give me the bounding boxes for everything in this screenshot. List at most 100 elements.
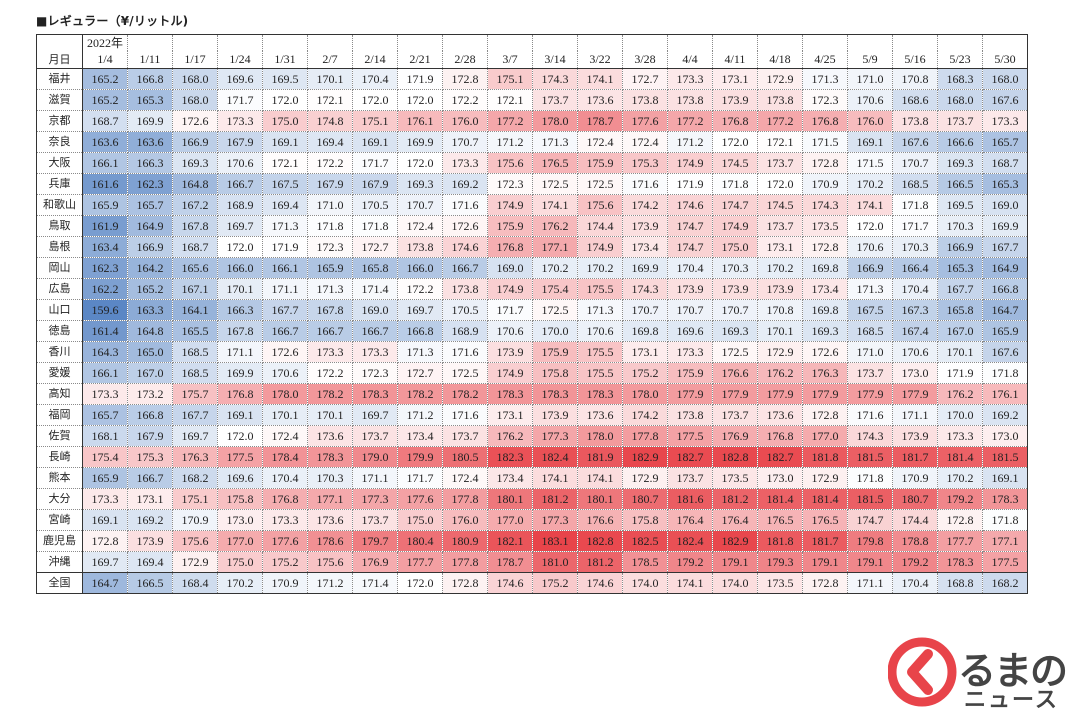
price-cell: 178.0	[622, 383, 668, 405]
price-cell: 170.1	[937, 341, 983, 363]
price-cell: 172.4	[577, 131, 623, 153]
price-cell: 173.6	[307, 509, 353, 531]
price-cell: 167.1	[172, 278, 218, 300]
prefecture-label: 和歌山	[36, 194, 83, 216]
price-cell: 168.7	[172, 236, 218, 258]
price-cell: 164.2	[127, 257, 173, 279]
table-row: 佐賀 168.1 167.9 169.7 172.0 172.4 173.6 173.7 173…	[36, 425, 1028, 447]
price-cell: 180.4	[397, 530, 443, 552]
price-cell: 170.4	[892, 572, 938, 594]
price-cell: 172.8	[802, 572, 848, 594]
price-cell: 170.0	[937, 404, 983, 426]
price-cell: 168.6	[892, 89, 938, 111]
price-cell: 172.0	[847, 215, 893, 237]
price-cell: 182.4	[532, 446, 578, 468]
price-cell: 174.1	[847, 194, 893, 216]
price-cell: 173.7	[757, 215, 803, 237]
price-cell: 166.0	[217, 257, 263, 279]
price-cell: 181.4	[937, 446, 983, 468]
price-cell: 181.8	[757, 530, 803, 552]
price-cell: 176.5	[802, 509, 848, 531]
price-cell: 175.4	[82, 446, 128, 468]
price-cell: 178.2	[307, 383, 353, 405]
price-cell: 171.1	[262, 278, 308, 300]
price-cell: 166.4	[892, 257, 938, 279]
price-cell: 181.7	[892, 446, 938, 468]
price-cell: 178.8	[892, 530, 938, 552]
price-cell: 164.8	[172, 173, 218, 195]
price-cell: 180.7	[892, 488, 938, 510]
price-cell: 170.6	[577, 320, 623, 342]
price-cell: 173.9	[757, 278, 803, 300]
prefecture-label: 長崎	[36, 446, 83, 468]
price-cell: 171.4	[352, 572, 398, 594]
price-cell: 169.7	[82, 551, 128, 573]
prefecture-label: 大分	[36, 488, 83, 510]
price-cell: 171.7	[217, 89, 263, 111]
price-cell: 173.3	[442, 152, 488, 174]
price-cell: 177.9	[802, 383, 848, 405]
price-cell: 172.8	[82, 530, 128, 552]
price-cell: 173.5	[712, 467, 758, 489]
price-cell: 167.0	[127, 362, 173, 384]
price-cell: 174.9	[487, 362, 533, 384]
price-cell: 174.1	[532, 194, 578, 216]
price-cell: 167.3	[892, 299, 938, 321]
price-cell: 171.0	[847, 341, 893, 363]
header-row-year: 2022年	[36, 34, 1028, 51]
price-cell: 175.9	[577, 152, 623, 174]
price-cell: 167.9	[307, 173, 353, 195]
price-cell: 165.6	[172, 257, 218, 279]
price-table: 2022年 月日 1/4 1/11 1/17 1/24 1/31 2/7 2/14 2/21 2…	[36, 34, 1028, 594]
price-cell: 173.6	[577, 89, 623, 111]
price-cell: 177.9	[667, 383, 713, 405]
price-cell: 164.9	[127, 215, 173, 237]
price-cell: 170.3	[937, 215, 983, 237]
price-cell: 172.1	[262, 152, 308, 174]
date-header: 3/7	[487, 51, 533, 69]
price-cell: 177.9	[892, 383, 938, 405]
price-cell: 170.6	[262, 362, 308, 384]
price-cell: 170.6	[847, 89, 893, 111]
price-cell: 171.3	[532, 131, 578, 153]
prefecture-label: 沖縄	[36, 551, 83, 573]
price-cell: 172.0	[397, 572, 443, 594]
price-cell: 169.1	[982, 467, 1028, 489]
price-cell: 167.5	[262, 173, 308, 195]
price-cell: 178.5	[622, 551, 668, 573]
price-cell: 165.9	[82, 467, 128, 489]
price-cell: 169.0	[982, 194, 1028, 216]
price-cell: 165.9	[82, 194, 128, 216]
price-cell: 175.5	[577, 278, 623, 300]
price-cell: 163.3	[127, 299, 173, 321]
price-cell: 172.0	[352, 89, 398, 111]
price-cell: 181.7	[802, 530, 848, 552]
price-cell: 167.2	[172, 194, 218, 216]
price-cell: 171.2	[667, 131, 713, 153]
price-cell: 172.0	[757, 173, 803, 195]
price-cell: 175.2	[532, 572, 578, 594]
price-cell: 178.0	[577, 425, 623, 447]
price-cell: 169.4	[262, 194, 308, 216]
price-cell: 166.7	[262, 320, 308, 342]
price-cell: 173.5	[802, 215, 848, 237]
prefecture-label: 鳥取	[36, 215, 83, 237]
prefecture-label: 徳島	[36, 320, 83, 342]
price-cell: 178.7	[577, 110, 623, 132]
price-cell: 172.9	[802, 467, 848, 489]
price-cell: 172.0	[262, 89, 308, 111]
price-cell: 167.9	[217, 131, 263, 153]
price-cell: 177.5	[217, 446, 263, 468]
price-cell: 179.7	[352, 530, 398, 552]
price-cell: 166.9	[172, 131, 218, 153]
price-cell: 170.9	[892, 467, 938, 489]
price-cell: 161.9	[82, 215, 128, 237]
date-header: 4/25	[802, 51, 848, 69]
price-cell: 172.0	[397, 89, 443, 111]
prefecture-label: 鹿児島	[36, 530, 83, 552]
price-cell: 172.8	[937, 509, 983, 531]
price-cell: 167.8	[172, 215, 218, 237]
price-cell: 174.9	[487, 194, 533, 216]
price-cell: 170.2	[577, 257, 623, 279]
price-cell: 173.1	[757, 236, 803, 258]
